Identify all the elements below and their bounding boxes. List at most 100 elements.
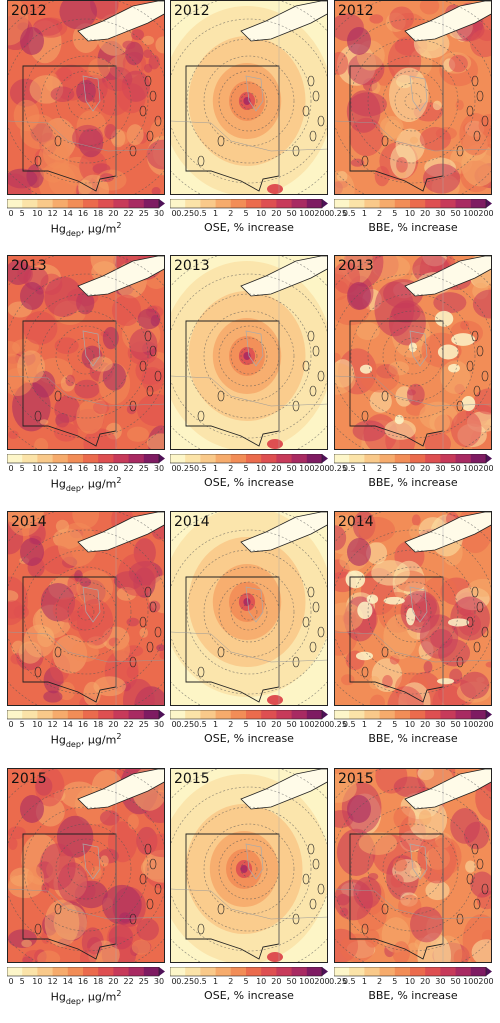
colorbar-tick-label: 50 (450, 209, 461, 218)
colorbar-tick-label: 20 (108, 209, 119, 218)
colorbar-tick-label: 50 (286, 209, 297, 218)
colorbar-tick-label: 30 (153, 977, 165, 986)
year-label: 2012 (11, 3, 47, 19)
colorbar-label: BBE, % increase (368, 989, 458, 1002)
colorbar-tick-label: 5 (243, 464, 249, 473)
colorbar-segment (185, 967, 201, 976)
colorbar-segment (440, 199, 457, 208)
colorbar-tick-label: 0.5 (342, 977, 356, 986)
colorbar-tick-label: 25 (138, 464, 149, 473)
colorbar-segment (22, 967, 38, 976)
colorbar-label: BBE, % increase (368, 221, 458, 234)
colorbar-tick-label: 1 (213, 209, 219, 218)
colorbar-tick-label: 18 (93, 209, 104, 218)
colorbar-tick-label: 5 (19, 720, 25, 729)
colorbar-tick-label: 10 (256, 464, 267, 473)
colorbar-tick-label: 0.5 (342, 464, 356, 473)
colorbar-segment (379, 454, 396, 463)
colorbar-segment (67, 454, 84, 463)
colorbar-segment (246, 454, 262, 463)
colorbar-tick-label: 0.5 (194, 977, 207, 986)
colorbar-segment (425, 967, 441, 976)
colorbar-tick-label: 10 (404, 464, 416, 473)
colorbar-segment (128, 454, 145, 463)
colorbar-extend-arrow (322, 199, 328, 208)
colorbar-segment (170, 199, 186, 208)
colorbar-bbe (334, 710, 492, 720)
colorbar-segment (470, 967, 487, 976)
colorbar-segment (230, 199, 247, 208)
colorbar-tick-label: 200 (314, 720, 330, 729)
colorbar-tick-label: 100 (463, 720, 479, 729)
colorbar-segment (291, 454, 308, 463)
colorbar-bbe (334, 199, 492, 209)
colorbar-segment (200, 199, 217, 208)
colorbar-segment (394, 454, 411, 463)
map-panel-bbe-2014: 2014 (334, 511, 492, 706)
year-label: 2013 (338, 258, 374, 274)
colorbar-segment (113, 454, 130, 463)
colorbar-segment (291, 710, 308, 719)
colorbar-segment (425, 199, 441, 208)
colorbar-tick-label: 0 (8, 464, 14, 473)
colorbar-tick-label: 10 (32, 209, 43, 218)
colorbar-tick-label: 18 (93, 464, 104, 473)
map-panel-bbe-2013: 2013 (334, 255, 492, 450)
colorbar-tick-label: 30 (153, 209, 165, 218)
colorbar-tick-label: 5 (392, 720, 398, 729)
colorbar-tick-label: 200 (314, 464, 330, 473)
colorbar-extend-arrow (486, 199, 492, 208)
colorbar-tick-label: 0.25 (176, 977, 195, 986)
colorbar-segment (185, 710, 201, 719)
colorbar-tick-label: 30 (435, 720, 446, 729)
colorbar-segment (113, 710, 130, 719)
colorbar-segment (230, 454, 247, 463)
colorbar-segment (379, 710, 396, 719)
colorbar-tick-label: 18 (93, 720, 104, 729)
map-field (171, 769, 327, 962)
colorbar-segment (410, 199, 426, 208)
colorbar-tick-label: 12 (47, 977, 58, 986)
colorbar-tick-label: 14 (62, 720, 73, 729)
year-label: 2015 (174, 771, 210, 787)
colorbar-segment (276, 710, 293, 719)
colorbar-segment (170, 967, 186, 976)
colorbar-tick-label: 22 (123, 464, 134, 473)
colorbar-segment (379, 967, 396, 976)
colorbar-segment (261, 199, 277, 208)
colorbar-segment (394, 199, 411, 208)
colorbar-segment (261, 454, 277, 463)
colorbar-tick-label: 20 (271, 720, 282, 729)
colorbar-segment (230, 710, 247, 719)
year-label: 2014 (174, 514, 210, 530)
colorbar-tick-label: 10 (256, 209, 267, 218)
colorbar-bbe (334, 454, 492, 464)
colorbar-segment (379, 199, 396, 208)
colorbar-tick-label: 100 (299, 464, 315, 473)
map-field (335, 512, 491, 705)
colorbar-tick-label: 10 (404, 720, 416, 729)
colorbar-tick-label: 2 (228, 464, 234, 473)
colorbar-tick-label: 20 (420, 209, 431, 218)
colorbar-segment (37, 454, 54, 463)
colorbar-segment (410, 454, 426, 463)
colorbar-label: OSE, % increase (204, 989, 294, 1002)
map-field (335, 769, 491, 962)
map-panel-ose-2015: 2015 (170, 768, 328, 963)
colorbar-tick-label: 5 (19, 977, 25, 986)
colorbar-segment (170, 710, 186, 719)
colorbar-segment (170, 454, 186, 463)
colorbar-segment (128, 199, 145, 208)
map-panel-ose-2014: 2014 (170, 511, 328, 706)
colorbar-label: BBE, % increase (368, 476, 458, 489)
colorbar-tick-label: 5 (392, 977, 398, 986)
colorbar-ticks: 0 5 10 12 14 16 18 20 22 25 30 (7, 977, 165, 989)
colorbar-segment (455, 454, 472, 463)
colorbar-tick-label: 0.25 (176, 209, 195, 218)
colorbar-tick-label: 10 (404, 209, 416, 218)
colorbar-segment (246, 710, 262, 719)
colorbar-tick-label: 5 (243, 720, 249, 729)
colorbar-segment (291, 199, 308, 208)
colorbar-tick-label: 0 (171, 720, 177, 729)
colorbar-segment (22, 199, 38, 208)
